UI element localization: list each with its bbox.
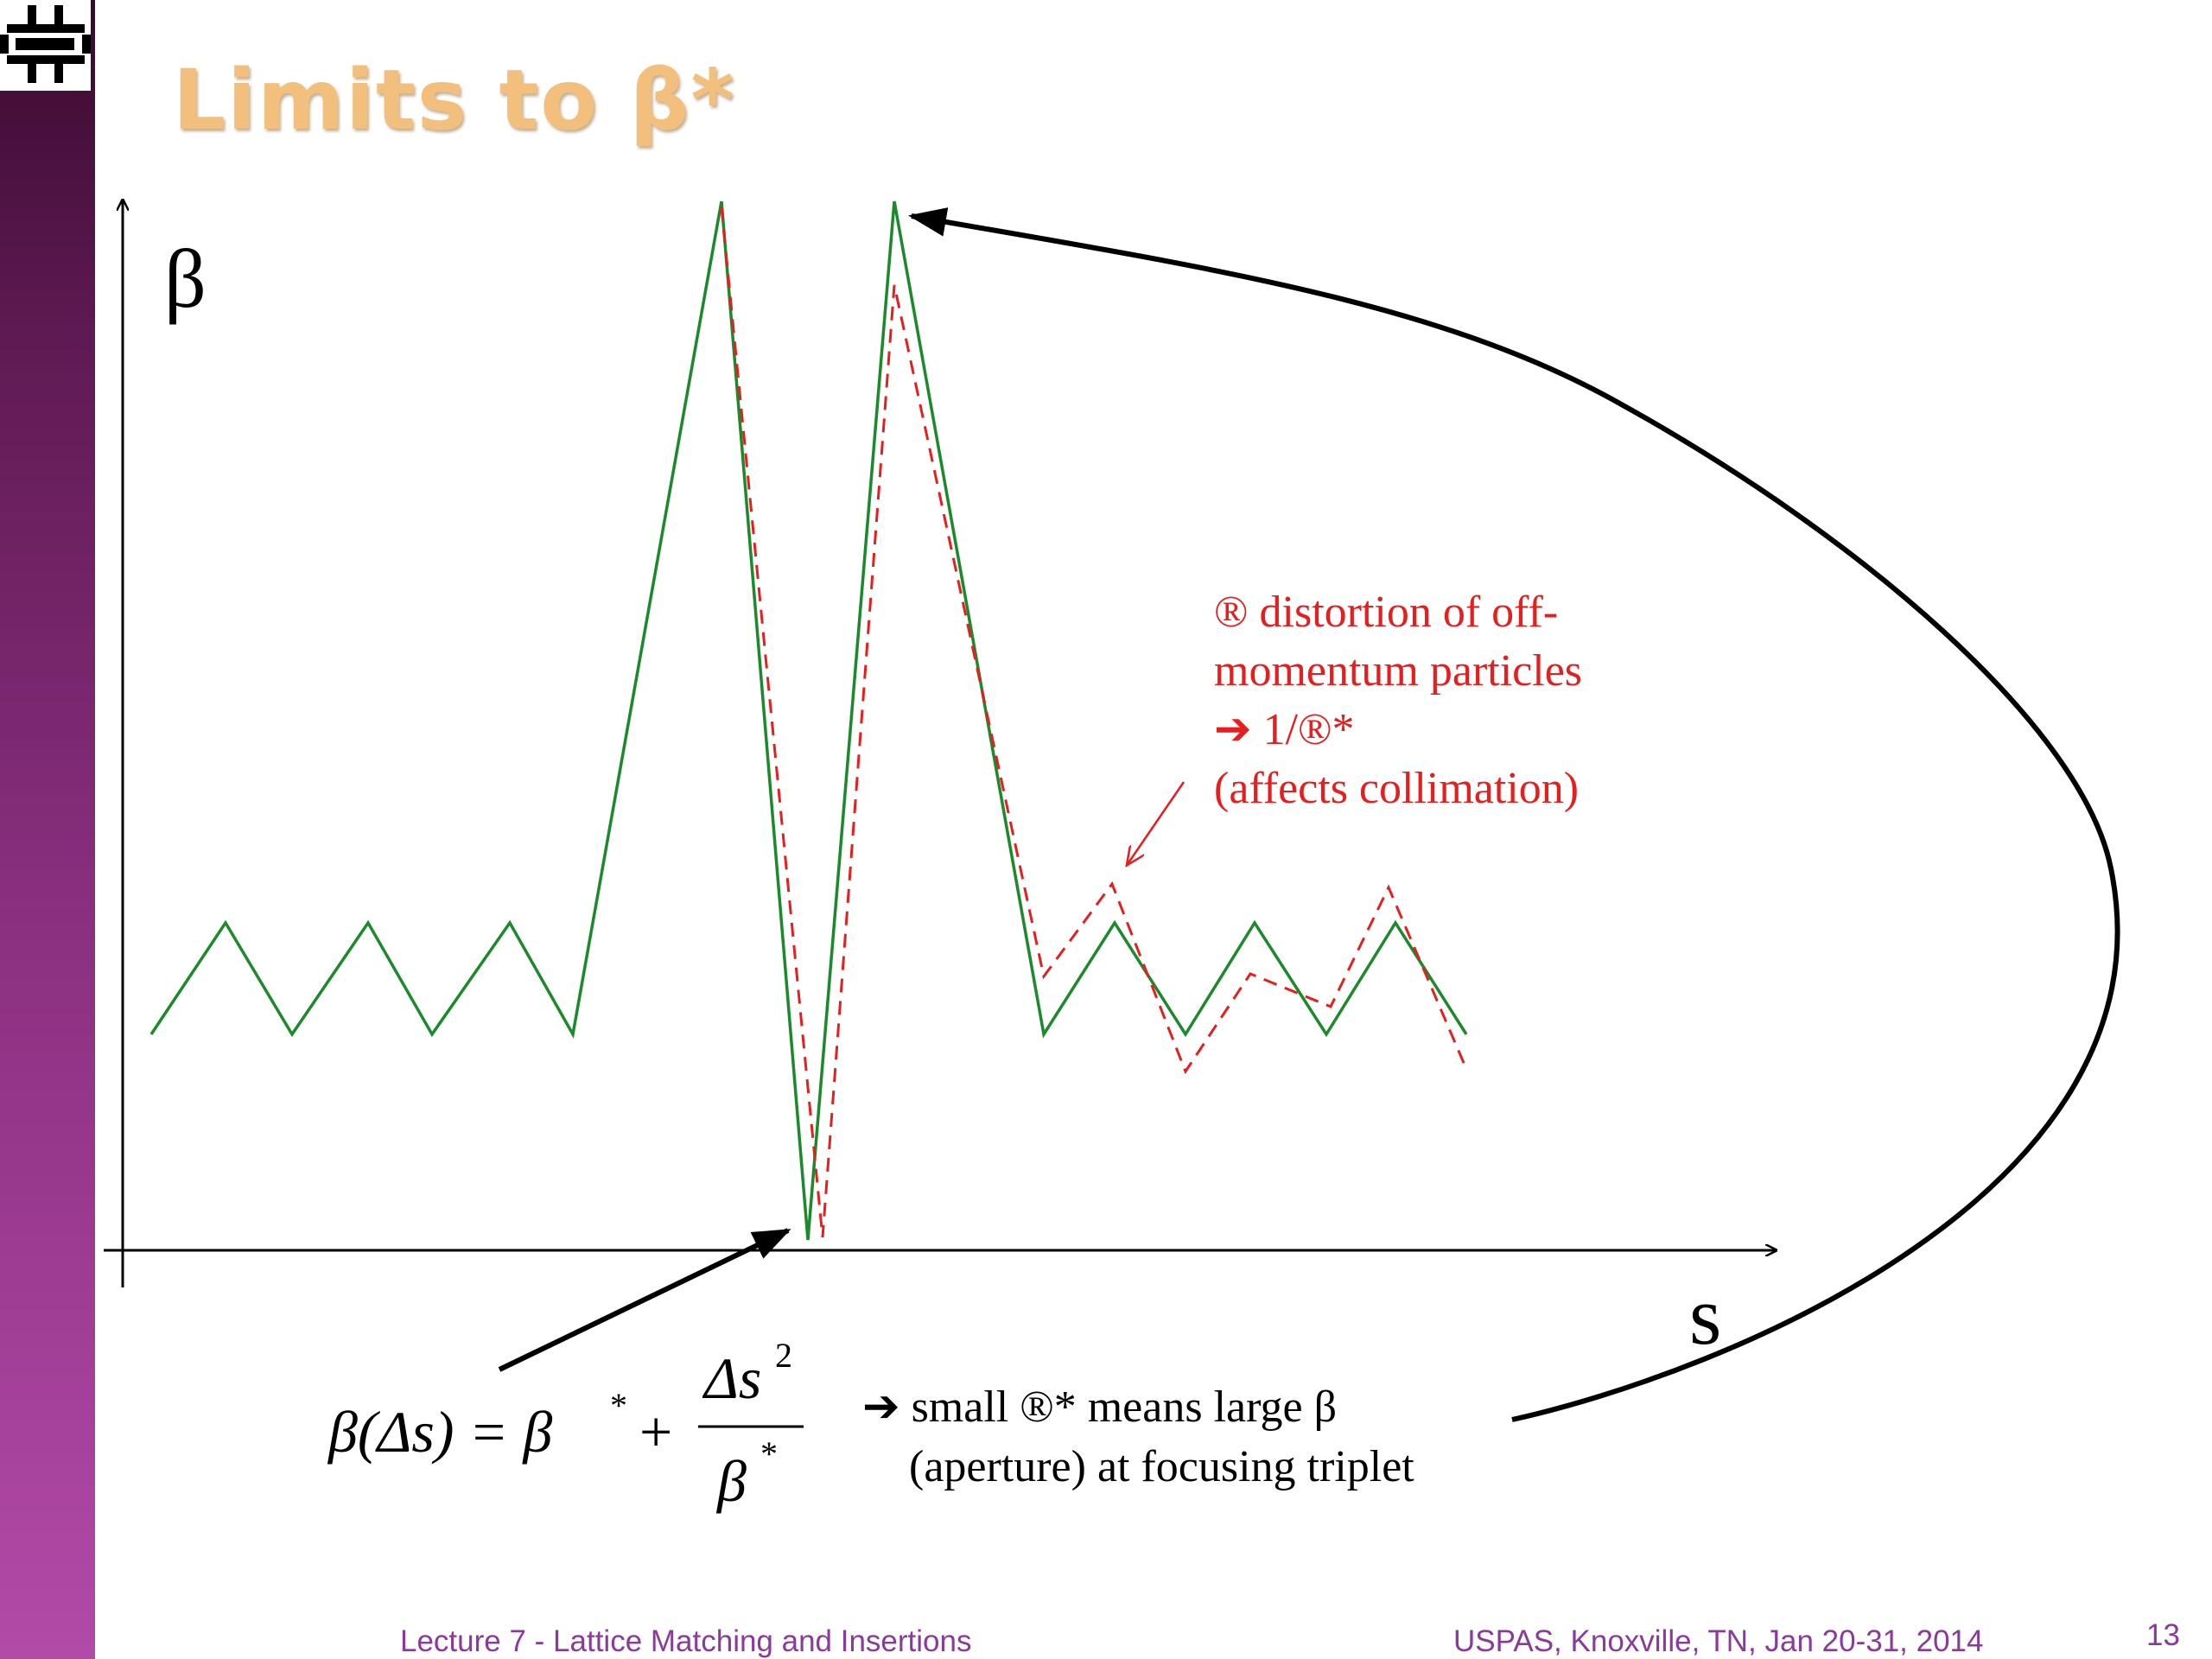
note-line-4: (affects collimation) <box>1214 764 1579 813</box>
note-line-2: momentum particles <box>1214 646 1582 696</box>
formula-lhs: β(Δs) = β <box>327 1399 552 1465</box>
formula-plus: + <box>639 1399 672 1465</box>
y-axis-label: β <box>164 232 207 325</box>
aperture-note-line-2: (aperture) at focusing triplet <box>909 1442 1414 1491</box>
note-line-3: ➔ 1/®* <box>1214 705 1355 754</box>
note-line-1: ® distortion of off- <box>1214 588 1558 637</box>
formula-pointer-arrow <box>498 1228 791 1372</box>
formula-numerator: Δs <box>702 1345 761 1411</box>
x-axis-label: s <box>1689 1269 1721 1362</box>
sidebar-band <box>0 0 95 1659</box>
aperture-note: ➔ small ®* means large β (aperture) at f… <box>862 1382 1414 1491</box>
aperture-note-line-1: ➔ small ®* means large β <box>862 1382 1337 1432</box>
off-momentum-note: ® distortion of off- momentum particles … <box>1214 588 1593 813</box>
beta-formula: β(Δs) = β * + Δs 2 β * <box>327 1336 804 1514</box>
slide-title: Limits to β* <box>173 52 736 149</box>
formula-numerator-exp: 2 <box>775 1336 792 1375</box>
off-momentum-beta-line <box>720 207 1468 1238</box>
nominal-beta-line <box>149 200 1468 1241</box>
formula-denominator-star: * <box>760 1434 778 1473</box>
note-pointer-arrow <box>1128 781 1185 864</box>
fermilab-logo <box>0 0 91 91</box>
footer-lecture-title: Lecture 7 - Lattice Matching and Inserti… <box>400 1624 972 1658</box>
formula-star: * <box>610 1386 627 1425</box>
page-number: 13 <box>2146 1618 2180 1652</box>
formula-denominator: β <box>715 1448 747 1514</box>
aperture-pointer-arrow <box>908 207 2120 1422</box>
footer-venue-date: USPAS, Knoxville, TN, Jan 20-31, 2014 <box>1453 1624 1984 1658</box>
